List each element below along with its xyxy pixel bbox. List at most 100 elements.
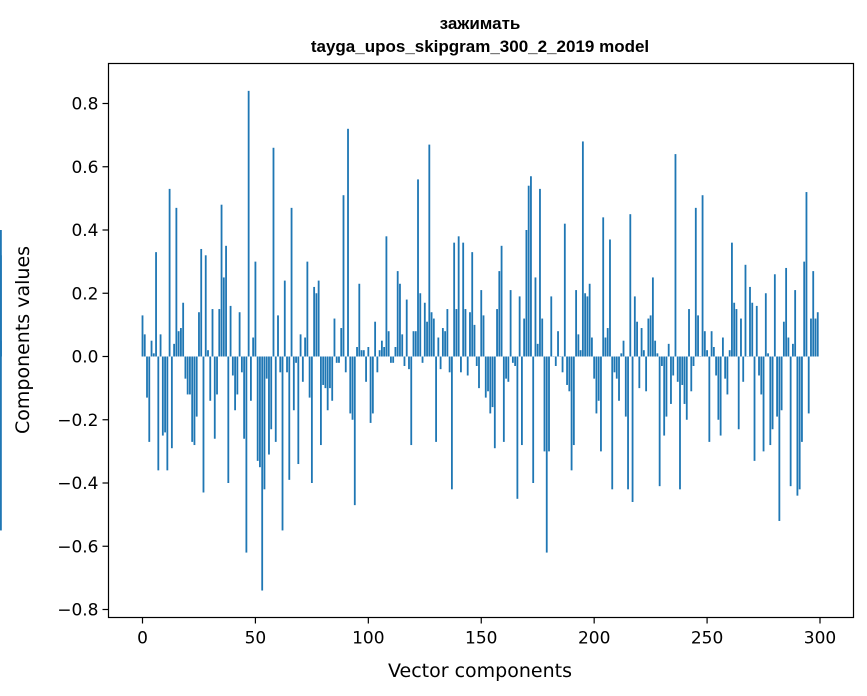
bar: [534, 277, 537, 357]
bar: [570, 356, 573, 471]
bar: [200, 248, 203, 357]
bar: [703, 331, 706, 357]
bar: [383, 347, 386, 357]
bar: [437, 337, 440, 357]
bar: [602, 217, 605, 357]
bar: [719, 356, 722, 436]
bar: [238, 312, 241, 357]
bar: [724, 356, 727, 379]
bar: [301, 356, 304, 382]
bar: [609, 239, 611, 357]
bar: [193, 356, 196, 446]
bar: [692, 356, 695, 366]
bar: [396, 271, 399, 357]
y-tick-label: 0.6: [71, 158, 98, 178]
bar: [329, 356, 331, 389]
bar: [259, 356, 261, 468]
bar: [464, 309, 467, 357]
bar: [721, 337, 724, 357]
bar: [202, 356, 205, 493]
bar: [263, 356, 266, 490]
bar: [665, 356, 668, 417]
bar: [649, 315, 652, 357]
bar: [322, 356, 325, 385]
bar: [688, 309, 690, 357]
bar: [170, 356, 173, 449]
bar: [466, 356, 469, 376]
bar: [606, 328, 609, 357]
bar: [586, 296, 589, 357]
y-tick-label: 0.0: [71, 348, 98, 368]
bar: [647, 318, 650, 357]
bar: [250, 356, 252, 401]
bar: [168, 188, 171, 357]
bar: [620, 353, 623, 357]
bar: [173, 343, 176, 357]
bar: [611, 356, 614, 490]
bar: [642, 350, 645, 357]
bar: [236, 356, 239, 395]
bar: [365, 356, 367, 382]
bar: [342, 195, 345, 357]
bar: [148, 356, 151, 442]
bar: [349, 356, 352, 414]
bar: [541, 318, 544, 357]
bar: [222, 277, 225, 357]
bar: [453, 242, 456, 357]
bars-group: [0, 90, 819, 591]
x-tick-label: 300: [804, 629, 836, 649]
bar: [0, 356, 2, 531]
bar: [315, 293, 318, 357]
bar: [505, 356, 507, 379]
y-tick-label: 0.8: [71, 95, 98, 115]
bar: [604, 337, 607, 357]
bar: [792, 343, 794, 357]
bar: [511, 356, 514, 363]
bar: [613, 356, 616, 373]
bar: [782, 321, 785, 357]
bar: [548, 356, 550, 452]
bar: [324, 356, 327, 389]
bar: [198, 312, 200, 357]
bar: [297, 356, 300, 465]
bar: [374, 321, 377, 357]
bar: [441, 328, 444, 357]
bar: [426, 321, 428, 357]
bar: [166, 356, 169, 471]
bar: [554, 356, 557, 366]
bar: [581, 141, 584, 357]
bar: [419, 293, 422, 357]
bar: [676, 356, 679, 382]
bar: [150, 340, 153, 357]
bar: [812, 271, 815, 357]
bar: [572, 356, 575, 446]
bar: [313, 286, 316, 357]
bar: [514, 356, 517, 366]
bar: [532, 356, 535, 483]
bar: [584, 293, 587, 357]
bar: [367, 347, 370, 357]
bar: [523, 318, 526, 357]
bar: [408, 356, 410, 370]
bar: [387, 331, 390, 357]
bar: [539, 188, 541, 357]
y-tick-label: −0.6: [57, 537, 98, 557]
bar: [545, 356, 548, 553]
bar: [385, 236, 388, 357]
bar: [615, 356, 618, 379]
bar: [728, 350, 731, 357]
bar: [0, 230, 2, 357]
x-tick-label: 100: [352, 629, 384, 649]
bar: [536, 343, 539, 357]
x-axis-ticks: 0 50 100 150 200 250 300: [137, 617, 836, 649]
bar: [254, 261, 257, 357]
bar: [780, 356, 783, 411]
bar: [760, 356, 763, 395]
bar: [421, 356, 424, 363]
bar: [744, 264, 747, 357]
bar: [803, 261, 806, 357]
bar: [685, 356, 688, 420]
bar: [428, 144, 431, 357]
bar: [633, 296, 636, 357]
bar: [274, 356, 277, 442]
